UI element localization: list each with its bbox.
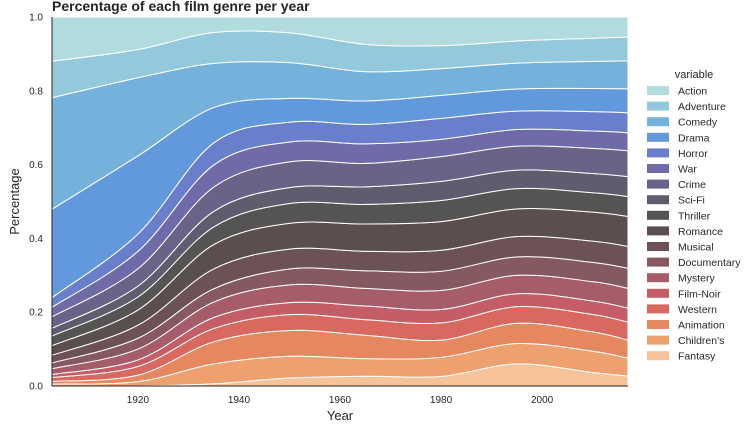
legend-swatch-documentary — [647, 257, 669, 267]
legend-swatch-mystery — [647, 273, 669, 283]
legend-swatch-children-s — [647, 335, 669, 345]
legend-swatch-romance — [647, 226, 669, 236]
legend-swatch-film-noir — [647, 288, 669, 298]
y-tick-label: 0.2 — [29, 308, 43, 319]
x-axis-label: Year — [327, 408, 354, 423]
legend-swatch-horror — [647, 148, 669, 158]
legend-label-adventure: Adventure — [678, 101, 726, 113]
legend-label-action: Action — [678, 86, 707, 98]
legend-label-western: Western — [678, 304, 717, 316]
legend-swatch-comedy — [647, 117, 669, 127]
legend-swatch-adventure — [647, 101, 669, 111]
legend-label-comedy: Comedy — [678, 117, 718, 129]
legend-title: variable — [675, 69, 714, 81]
legend-label-romance: Romance — [678, 226, 723, 238]
axes: 1920 1940 1960 1980 2000 0.0 0.2 0.4 0.6 0.8 1.0 — [29, 13, 628, 406]
legend-label-children-s: Children's — [678, 335, 724, 347]
legend: variable Action Adventure Comedy Drama Horro… — [647, 69, 741, 363]
legend-label-sci-fi: Sci-Fi — [678, 195, 705, 207]
legend-swatch-musical — [647, 242, 669, 251]
x-tick-label: 1960 — [329, 395, 352, 406]
legend-label-animation: Animation — [678, 320, 725, 332]
legend-label-documentary: Documentary — [678, 257, 741, 269]
legend-swatch-sci-fi — [647, 195, 669, 205]
x-tick-label: 2000 — [531, 395, 554, 406]
y-tick-label: 0.6 — [29, 160, 43, 171]
legend-label-musical: Musical — [678, 242, 714, 254]
chart-title: Percentage of each film genre per year — [52, 0, 310, 14]
y-tick-label: 1.0 — [29, 13, 43, 24]
legend-swatch-fantasy — [647, 351, 669, 361]
legend-label-drama: Drama — [678, 132, 710, 144]
legend-label-thriller: Thriller — [678, 210, 711, 222]
y-tick-label: 0.0 — [29, 382, 43, 393]
legend-swatch-animation — [647, 320, 669, 329]
legend-label-film-noir: Film-Noir — [678, 288, 721, 300]
plot-areas — [51, 16, 629, 387]
y-axis-label: Percentage — [7, 168, 22, 235]
legend-swatch-drama — [647, 132, 669, 142]
area-action — [51, 16, 629, 62]
legend-swatch-crime — [647, 179, 669, 189]
legend-label-fantasy: Fantasy — [678, 351, 716, 363]
legend-swatch-war — [647, 164, 669, 173]
legend-swatch-action — [647, 86, 669, 95]
x-tick-label: 1920 — [127, 395, 150, 406]
legend-swatch-western — [647, 304, 669, 314]
x-tick-label: 1980 — [430, 395, 453, 406]
y-tick-label: 0.4 — [29, 234, 43, 245]
legend-label-horror: Horror — [678, 148, 708, 160]
legend-label-mystery: Mystery — [678, 273, 716, 285]
y-tick-label: 0.8 — [29, 86, 43, 97]
x-tick-label: 1940 — [228, 395, 251, 406]
legend-swatch-thriller — [647, 210, 669, 220]
legend-label-crime: Crime — [678, 179, 706, 191]
legend-label-war: War — [678, 164, 697, 176]
